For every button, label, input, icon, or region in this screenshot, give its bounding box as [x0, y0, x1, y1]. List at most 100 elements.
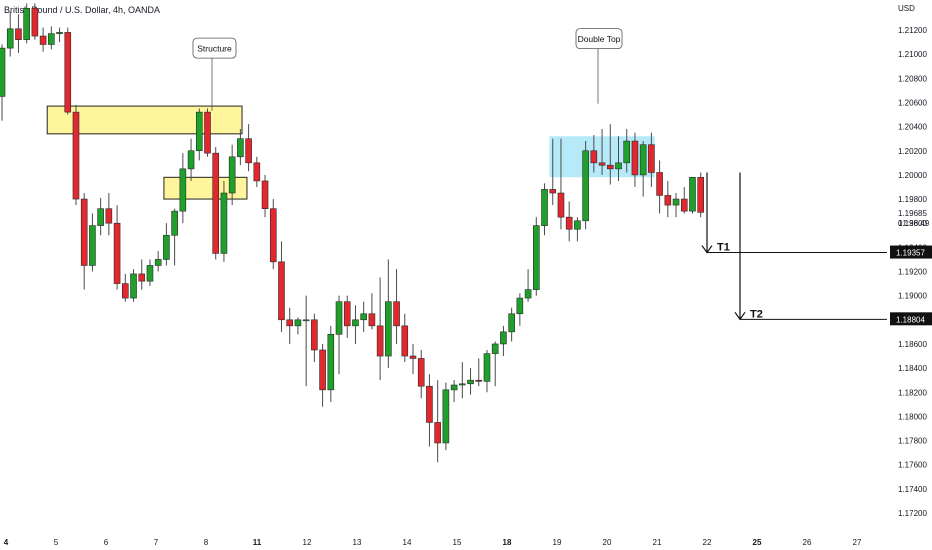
- candle[interactable]: [56, 32, 63, 34]
- candle[interactable]: [524, 289, 532, 299]
- candle[interactable]: [417, 358, 425, 387]
- candle[interactable]: [689, 177, 696, 212]
- candle[interactable]: [557, 192, 565, 218]
- candle[interactable]: [393, 301, 400, 327]
- candle[interactable]: [97, 208, 104, 226]
- candle[interactable]: [278, 261, 285, 321]
- candle[interactable]: [352, 319, 359, 327]
- candle[interactable]: [0, 47, 6, 97]
- candle[interactable]: [574, 220, 581, 230]
- candle[interactable]: [549, 189, 557, 194]
- candle[interactable]: [253, 162, 261, 182]
- price-tick: 1.19000: [898, 292, 927, 301]
- candle[interactable]: [6, 28, 14, 49]
- price-tick: 1.19200: [898, 268, 927, 277]
- candle[interactable]: [623, 140, 631, 164]
- candle[interactable]: [459, 383, 466, 386]
- candle[interactable]: [204, 111, 211, 154]
- candle[interactable]: [672, 198, 680, 206]
- candle[interactable]: [434, 422, 441, 444]
- candle[interactable]: [64, 32, 72, 113]
- candle[interactable]: [15, 28, 22, 40]
- t2-label: T2: [750, 308, 763, 320]
- t2-price-tag[interactable]: [890, 312, 932, 326]
- price-tick: 1.18000: [898, 412, 927, 421]
- candle[interactable]: [48, 33, 55, 45]
- candle[interactable]: [195, 111, 203, 152]
- candle[interactable]: [163, 234, 170, 260]
- candle[interactable]: [590, 150, 598, 164]
- price-tick: 1.21000: [898, 50, 927, 59]
- candle[interactable]: [697, 177, 705, 213]
- candle[interactable]: [311, 319, 318, 351]
- candle[interactable]: [245, 138, 252, 164]
- candle[interactable]: [508, 313, 515, 333]
- candle[interactable]: [368, 313, 376, 327]
- candle[interactable]: [105, 208, 113, 224]
- candle[interactable]: [500, 331, 507, 345]
- candle[interactable]: [187, 150, 195, 170]
- candle[interactable]: [598, 162, 606, 166]
- time-tick: 12: [303, 538, 312, 547]
- candle[interactable]: [450, 384, 458, 391]
- candle[interactable]: [615, 162, 622, 170]
- candle[interactable]: [385, 301, 392, 357]
- candle[interactable]: [237, 138, 244, 158]
- candle[interactable]: [154, 259, 162, 266]
- candle[interactable]: [582, 150, 589, 222]
- candle[interactable]: [89, 225, 96, 266]
- candle[interactable]: [648, 144, 655, 173]
- candle[interactable]: [442, 389, 450, 444]
- candle[interactable]: [179, 168, 187, 212]
- candle[interactable]: [286, 319, 294, 327]
- candle[interactable]: [327, 333, 335, 391]
- candle[interactable]: [122, 283, 129, 299]
- candle[interactable]: [80, 198, 88, 266]
- candle[interactable]: [228, 156, 236, 194]
- candle[interactable]: [401, 325, 409, 357]
- candle[interactable]: [606, 164, 614, 170]
- candle[interactable]: [343, 301, 351, 327]
- candle[interactable]: [376, 325, 384, 357]
- candle[interactable]: [31, 7, 39, 37]
- candle[interactable]: [269, 208, 277, 263]
- currency-label: USD: [898, 4, 915, 13]
- candle[interactable]: [113, 222, 121, 284]
- candle[interactable]: [130, 273, 137, 299]
- candle[interactable]: [220, 192, 228, 254]
- candle[interactable]: [23, 7, 30, 40]
- candle[interactable]: [532, 225, 540, 290]
- candle[interactable]: [302, 319, 310, 322]
- candle[interactable]: [467, 379, 474, 385]
- candle[interactable]: [516, 297, 524, 315]
- candle[interactable]: [319, 349, 326, 391]
- candle[interactable]: [656, 172, 663, 196]
- candle[interactable]: [631, 140, 639, 176]
- candle[interactable]: [491, 343, 499, 354]
- candle[interactable]: [138, 273, 146, 282]
- candle[interactable]: [541, 189, 548, 226]
- candle[interactable]: [360, 313, 367, 321]
- candle[interactable]: [146, 265, 154, 282]
- candle[interactable]: [639, 144, 647, 176]
- candle[interactable]: [294, 319, 302, 327]
- candle[interactable]: [680, 198, 688, 212]
- candle[interactable]: [212, 152, 220, 254]
- candle[interactable]: [261, 180, 269, 210]
- candle[interactable]: [72, 111, 80, 200]
- candle[interactable]: [483, 353, 491, 382]
- candle[interactable]: [426, 385, 433, 423]
- countdown-label: 01:38:49: [898, 219, 930, 228]
- candle[interactable]: [39, 35, 47, 45]
- candle[interactable]: [409, 355, 417, 359]
- candle[interactable]: [171, 210, 178, 236]
- candle[interactable]: [475, 379, 483, 382]
- price-tick: 1.19800: [898, 195, 927, 204]
- candle[interactable]: [664, 195, 672, 206]
- t1-price-tag[interactable]: [890, 245, 932, 259]
- time-tick: 14: [403, 538, 412, 547]
- candle[interactable]: [335, 301, 343, 335]
- time-tick: 15: [453, 538, 462, 547]
- candle[interactable]: [565, 216, 573, 230]
